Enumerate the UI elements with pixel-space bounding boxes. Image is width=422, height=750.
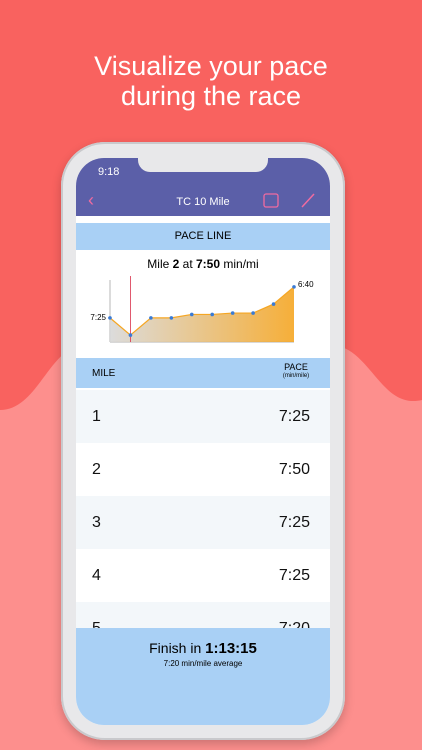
pace-cell: 7:25 (278, 408, 310, 425)
pace-point (251, 311, 255, 315)
summary-pace: 7:50 (196, 257, 221, 271)
mile-cell: 1 (92, 408, 101, 425)
finish-line: Finish in 1:13:15 (76, 640, 330, 657)
value-label: 6:40 (298, 280, 314, 289)
mile-cell: 3 (92, 514, 101, 531)
notch (138, 158, 268, 172)
pace-point (169, 316, 174, 320)
table-row[interactable]: 1 7:25 (76, 390, 330, 443)
pace-point (189, 312, 194, 317)
pace-point (149, 316, 153, 320)
headline: during the race (120, 81, 302, 111)
column-header: MILE (92, 368, 116, 379)
summary-text: Mile (147, 257, 173, 271)
pace-chart: 7:25 6:40 (90, 276, 314, 343)
table-row[interactable]: 3 7:25 (76, 496, 330, 549)
summary-mile: 2 (172, 257, 180, 271)
table-row[interactable]: 4 7:25 (76, 549, 330, 602)
pace-point (292, 285, 296, 289)
nav-bar: 9:18 ‹ TC 10 Mile (76, 158, 330, 216)
table-row[interactable]: 2 7:50 (76, 443, 330, 496)
y-tick-label: 7:25 (90, 313, 106, 322)
finish-label: Finish in (149, 640, 206, 656)
headline: Visualize your pace (94, 51, 328, 81)
table-header: MILE PACE (min/mile) (76, 358, 330, 388)
pace-point (210, 312, 215, 317)
summary-text: at (179, 257, 196, 271)
summary: Mile 2 at 7:50 min/mi (76, 257, 330, 271)
mile-cell: 2 (92, 461, 101, 478)
section-title: PACE LINE (76, 223, 330, 250)
summary-text: min/mi (220, 257, 259, 271)
pace-point (108, 316, 112, 320)
pace-point (271, 302, 276, 306)
column-header: PACE (284, 362, 308, 372)
back-button[interactable]: ‹ (88, 190, 94, 210)
nav-icons[interactable] (260, 190, 320, 212)
finish-time: 1:13:15 (205, 640, 257, 657)
pace-line (109, 286, 295, 336)
pace-point (230, 311, 235, 315)
status-time: 9:18 (98, 166, 120, 178)
phone-screen: 9:18 ‹ TC 10 Mile PACE LINE Mile 2 at 7:… (76, 158, 330, 725)
pace-cell: 7:50 (278, 461, 310, 478)
pace-cell: 7:25 (278, 514, 310, 531)
pace-point (128, 333, 133, 337)
nav-title: TC 10 Mile (176, 196, 230, 208)
mile-cell: 4 (92, 567, 101, 584)
column-unit: (min/mile) (282, 373, 310, 379)
pace-cell: 7:25 (278, 567, 310, 584)
finish-average: 7:20 min/mile average (163, 659, 243, 668)
footer: Finish in 1:13:15 7:20 min/mile average (76, 628, 330, 725)
